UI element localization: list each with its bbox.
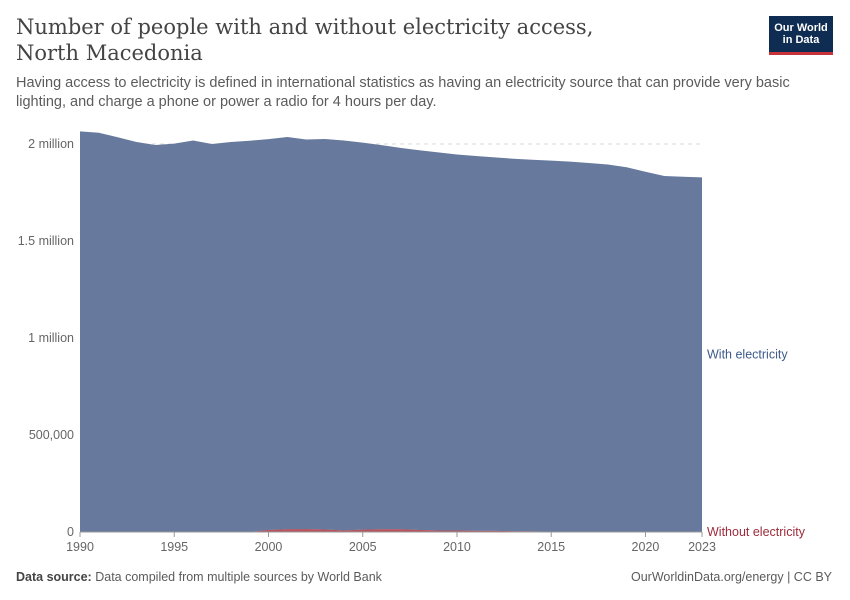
y-tick-label: 500,000 [29,428,74,442]
x-tick-label: 2023 [688,540,716,554]
x-tick-label: 1995 [160,540,188,554]
y-tick-label: 0 [67,525,74,539]
x-axis: 1990 1995 2000 2005 2010 2015 2020 2023 [66,531,716,554]
y-tick-label: 1.5 million [18,234,74,248]
x-tick-label: 2020 [632,540,660,554]
logo-line1: Our World [774,22,828,34]
chart-title: Number of people with and without electr… [16,15,594,65]
x-tick-label: 2005 [349,540,377,554]
series-label-without-electricity: Without electricity [707,525,806,539]
owid-logo[interactable]: Our World in Data [769,16,833,55]
series-label-with-electricity: With electricity [707,348,788,362]
y-tick-label: 2 million [28,137,74,151]
data-source-text: Data compiled from multiple sources by W… [95,570,382,584]
data-source: Data source: Data compiled from multiple… [16,570,382,584]
x-tick-label: 1990 [66,540,94,554]
y-tick-label: 1 million [28,331,74,345]
series-labels: With electricity Without electricity [707,348,806,539]
area-without-electricity-overlay [80,529,702,532]
area-series [80,131,702,532]
x-tick-label: 2000 [255,540,283,554]
x-tick-label: 2010 [443,540,471,554]
y-axis: 0 500,000 1 million 1.5 million 2 million [18,137,74,539]
footer-link[interactable]: OurWorldinData.org/energy | CC BY [630,570,832,584]
logo-line2: in Data [782,34,820,46]
chart-subtitle: Having access to electricity is defined … [16,75,790,110]
area-with-electricity [80,131,702,532]
data-source-label: Data source: [16,570,92,584]
x-tick-label: 2015 [537,540,565,554]
